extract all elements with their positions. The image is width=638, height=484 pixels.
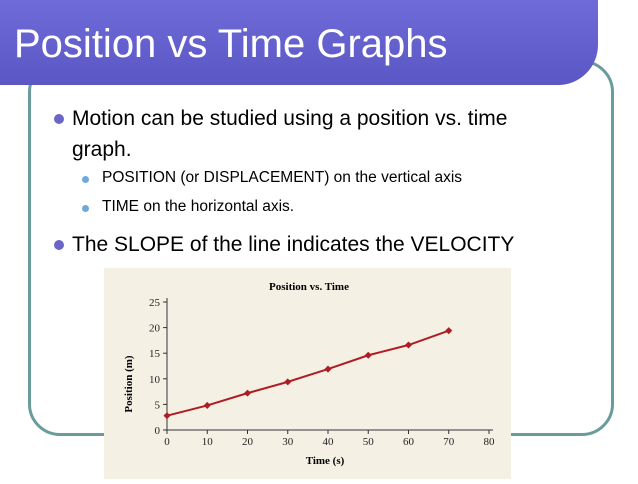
x-tick-label: 10 [202,436,214,448]
sub-bullet-icon [82,176,89,183]
title-bar: Position vs Time Graphs [0,0,598,85]
x-tick-label: 80 [484,436,496,448]
y-tick-label: 25 [149,297,161,309]
x-axis-label: Time (s) [306,455,345,467]
bullet-1-line-2: graph. [72,138,132,161]
x-tick-label: 60 [403,436,415,448]
x-tick-label: 50 [363,436,375,448]
x-tick-label: 40 [323,436,335,448]
slide-title: Position vs Time Graphs [14,22,448,66]
position-time-chart: Position vs. Time Time (s) Position (m) … [123,281,496,467]
data-point [284,378,292,386]
data-point [364,351,372,359]
data-point [404,341,413,349]
data-point [163,412,171,420]
data-point [203,401,211,409]
y-tick-label: 20 [149,323,161,335]
sub-bullet-1: POSITION (or DISPLACEMENT) on the vertic… [102,169,463,186]
bullet-1-line-1: Motion can be studied using a position v… [72,107,508,130]
y-tick-label: 0 [155,425,161,437]
y-tick-label: 15 [149,348,161,360]
data-point [324,365,332,373]
bullet-text-1: Motion can be studied using a position v… [72,103,507,165]
x-tick-label: 30 [282,436,294,448]
sub-bullet-icon [82,205,89,212]
chart-card: Position vs. Time Time (s) Position (m) … [104,268,511,479]
sub-bullet-2: TIME on the horizontal axis. [102,198,295,215]
data-point [445,327,453,335]
bullet-icon [54,240,64,250]
y-tick-label: 10 [149,374,161,386]
series-line [166,329,450,417]
y-axis-label: Position (m) [123,355,135,412]
bullet-text-2: The SLOPE of the line indicates the VELO… [72,233,515,256]
x-tick-label: 0 [164,436,170,448]
x-tick-label: 70 [443,436,455,448]
data-point [243,389,252,397]
x-tick-label: 20 [242,436,254,448]
y-tick-label: 5 [155,399,161,411]
chart-title: Position vs. Time [269,281,349,293]
bullet-icon [54,114,64,124]
